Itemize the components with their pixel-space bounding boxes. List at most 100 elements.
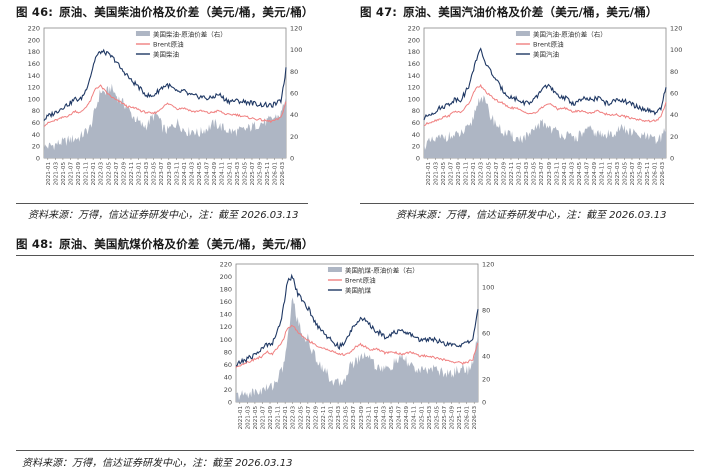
x-tick-label: 2021-01	[426, 162, 432, 186]
y-right-tick-label: 100	[290, 46, 302, 54]
y-right-tick-label: 20	[290, 133, 298, 141]
figure-46-number: 图 46:	[16, 5, 54, 19]
x-tick-label: 2024-01	[182, 162, 188, 186]
spread-area-series	[424, 95, 666, 158]
y-left-tick-label: 140	[28, 72, 40, 80]
x-tick-label: 2024-01	[374, 406, 380, 430]
y-right-tick-label: 40	[290, 111, 298, 119]
legend-label: Brent原油	[153, 40, 184, 49]
x-tick-label: 2021-07	[448, 162, 454, 186]
x-tick-label: 2023-09	[547, 162, 553, 186]
y-right-tick-label: 40	[482, 353, 490, 361]
x-tick-label: 2023-01	[137, 162, 143, 186]
x-tick-label: 2025-09	[638, 162, 644, 186]
x-tick-label: 2023-05	[532, 162, 538, 186]
legend-swatch-spread	[515, 31, 530, 36]
x-tick-label: 2025-09	[450, 406, 456, 430]
figure-48-top-rule	[16, 255, 694, 256]
x-tick-label: 2024-03	[189, 162, 195, 186]
x-tick-label: 2021-05	[253, 406, 259, 430]
x-tick-label: 2024-07	[397, 406, 403, 430]
x-tick-label: 2022-11	[321, 406, 327, 430]
legend-swatch-spread	[327, 267, 342, 272]
y-left-tick-label: 180	[28, 48, 40, 56]
x-tick-label: 2022-11	[509, 162, 515, 186]
x-tick-label: 2023-07	[351, 406, 357, 430]
x-tick-label: 2023-05	[344, 406, 350, 430]
x-tick-label: 2025-01	[607, 162, 613, 186]
x-tick-label: 2026-01	[273, 162, 279, 186]
y-left-tick-label: 140	[408, 72, 420, 80]
y-left-tick-label: 220	[408, 25, 420, 33]
x-tick-label: 2025-05	[242, 162, 248, 186]
x-tick-label: 2023-07	[159, 162, 165, 186]
x-tick-label: 2024-05	[577, 162, 583, 186]
x-tick-label: 2022-05	[486, 162, 492, 186]
y-left-tick-label: 140	[220, 311, 232, 319]
y-left-tick-label: 0	[36, 155, 40, 163]
y-right-tick-label: 0	[482, 399, 486, 407]
figure-47-title: 图 47: 原油、美国汽油价格及价差（美元/桶，美元/桶）	[360, 4, 658, 20]
x-tick-label: 2025-01	[227, 162, 233, 186]
x-tick-label: 2024-09	[404, 406, 410, 430]
x-tick-label: 2024-03	[381, 406, 387, 430]
y-left-tick-label: 60	[32, 119, 40, 127]
x-tick-label: 2023-11	[174, 162, 180, 186]
y-left-tick-label: 0	[416, 155, 420, 163]
x-tick-label: 2024-07	[585, 162, 591, 186]
figure-46-source: 资料来源：万得，信达证券研发中心，注：截至 2026.03.13	[28, 210, 299, 221]
legend-label: 美国汽油-原油价差（右）	[533, 30, 607, 39]
y-left-tick-label: 80	[224, 348, 232, 356]
x-tick-label: 2021-11	[276, 406, 282, 430]
figure-48-number: 图 48:	[16, 237, 54, 251]
x-tick-label: 2024-07	[205, 162, 211, 186]
x-tick-label: 2022-05	[106, 162, 112, 186]
x-tick-label: 2026-03	[660, 162, 666, 186]
x-tick-label: 2024-11	[220, 162, 226, 186]
y-left-tick-label: 40	[32, 131, 40, 139]
legend-label: 美国汽油	[533, 50, 559, 59]
brent-line-series	[235, 324, 479, 369]
x-tick-label: 2021-01	[46, 162, 52, 186]
y-left-tick-label: 200	[28, 36, 40, 44]
x-tick-label: 2022-03	[479, 162, 485, 186]
x-tick-label: 2025-03	[615, 162, 621, 186]
x-tick-label: 2021-11	[464, 162, 470, 186]
x-tick-label: 2022-09	[121, 162, 127, 186]
y-right-tick-label: 0	[290, 155, 294, 163]
x-tick-label: 2022-01	[283, 406, 289, 430]
legend-label: Brent原油	[533, 40, 564, 49]
x-tick-label: 2025-05	[434, 406, 440, 430]
x-tick-label: 2025-03	[427, 406, 433, 430]
y-right-tick-label: 100	[670, 46, 682, 54]
y-left-tick-label: 100	[408, 95, 420, 103]
y-left-tick-label: 20	[32, 143, 40, 151]
y-left-tick-label: 100	[28, 95, 40, 103]
y-right-tick-label: 0	[670, 155, 674, 163]
x-tick-label: 2021-03	[245, 406, 251, 430]
x-tick-label: 2023-05	[152, 162, 158, 186]
x-tick-label: 2024-03	[569, 162, 575, 186]
chart-gasoline: 0 20 40 60 80 100 120 140 160 180 200 220 0 20 40 60 80 1…	[408, 25, 683, 186]
x-tick-label: 2023-11	[554, 162, 560, 186]
spread-area-series	[44, 83, 286, 158]
y-left-tick-label: 80	[32, 107, 40, 115]
y-left-tick-label: 60	[412, 119, 420, 127]
x-tick-label: 2025-05	[622, 162, 628, 186]
figure-48-source: 资料来源：万得，信达证券研发中心，注：截至 2026.03.13	[22, 458, 293, 469]
x-tick-label: 2025-11	[457, 406, 463, 430]
x-tick-label: 2021-05	[441, 162, 447, 186]
x-tick-label: 2023-01	[517, 162, 523, 186]
figure-47-title-text: 原油、美国汽油价格及价差（美元/桶，美元/桶）	[403, 5, 658, 19]
x-tick-label: 2026-03	[280, 162, 286, 186]
x-tick-label: 2021-07	[68, 162, 74, 186]
figure-46-title-text: 原油、美国柴油价格及价差（美元/桶，美元/桶）	[59, 5, 314, 19]
x-tick-label: 2023-09	[167, 162, 173, 186]
y-right-tick-label: 60	[290, 90, 298, 98]
x-tick-label: 2023-03	[144, 162, 150, 186]
x-tick-label: 2026-01	[465, 406, 471, 430]
x-tick-label: 2021-05	[61, 162, 67, 186]
x-tick-label: 2025-03	[235, 162, 241, 186]
x-tick-label: 2021-07	[260, 406, 266, 430]
legend-label: 美国航煤-原油价差（右）	[345, 266, 419, 275]
